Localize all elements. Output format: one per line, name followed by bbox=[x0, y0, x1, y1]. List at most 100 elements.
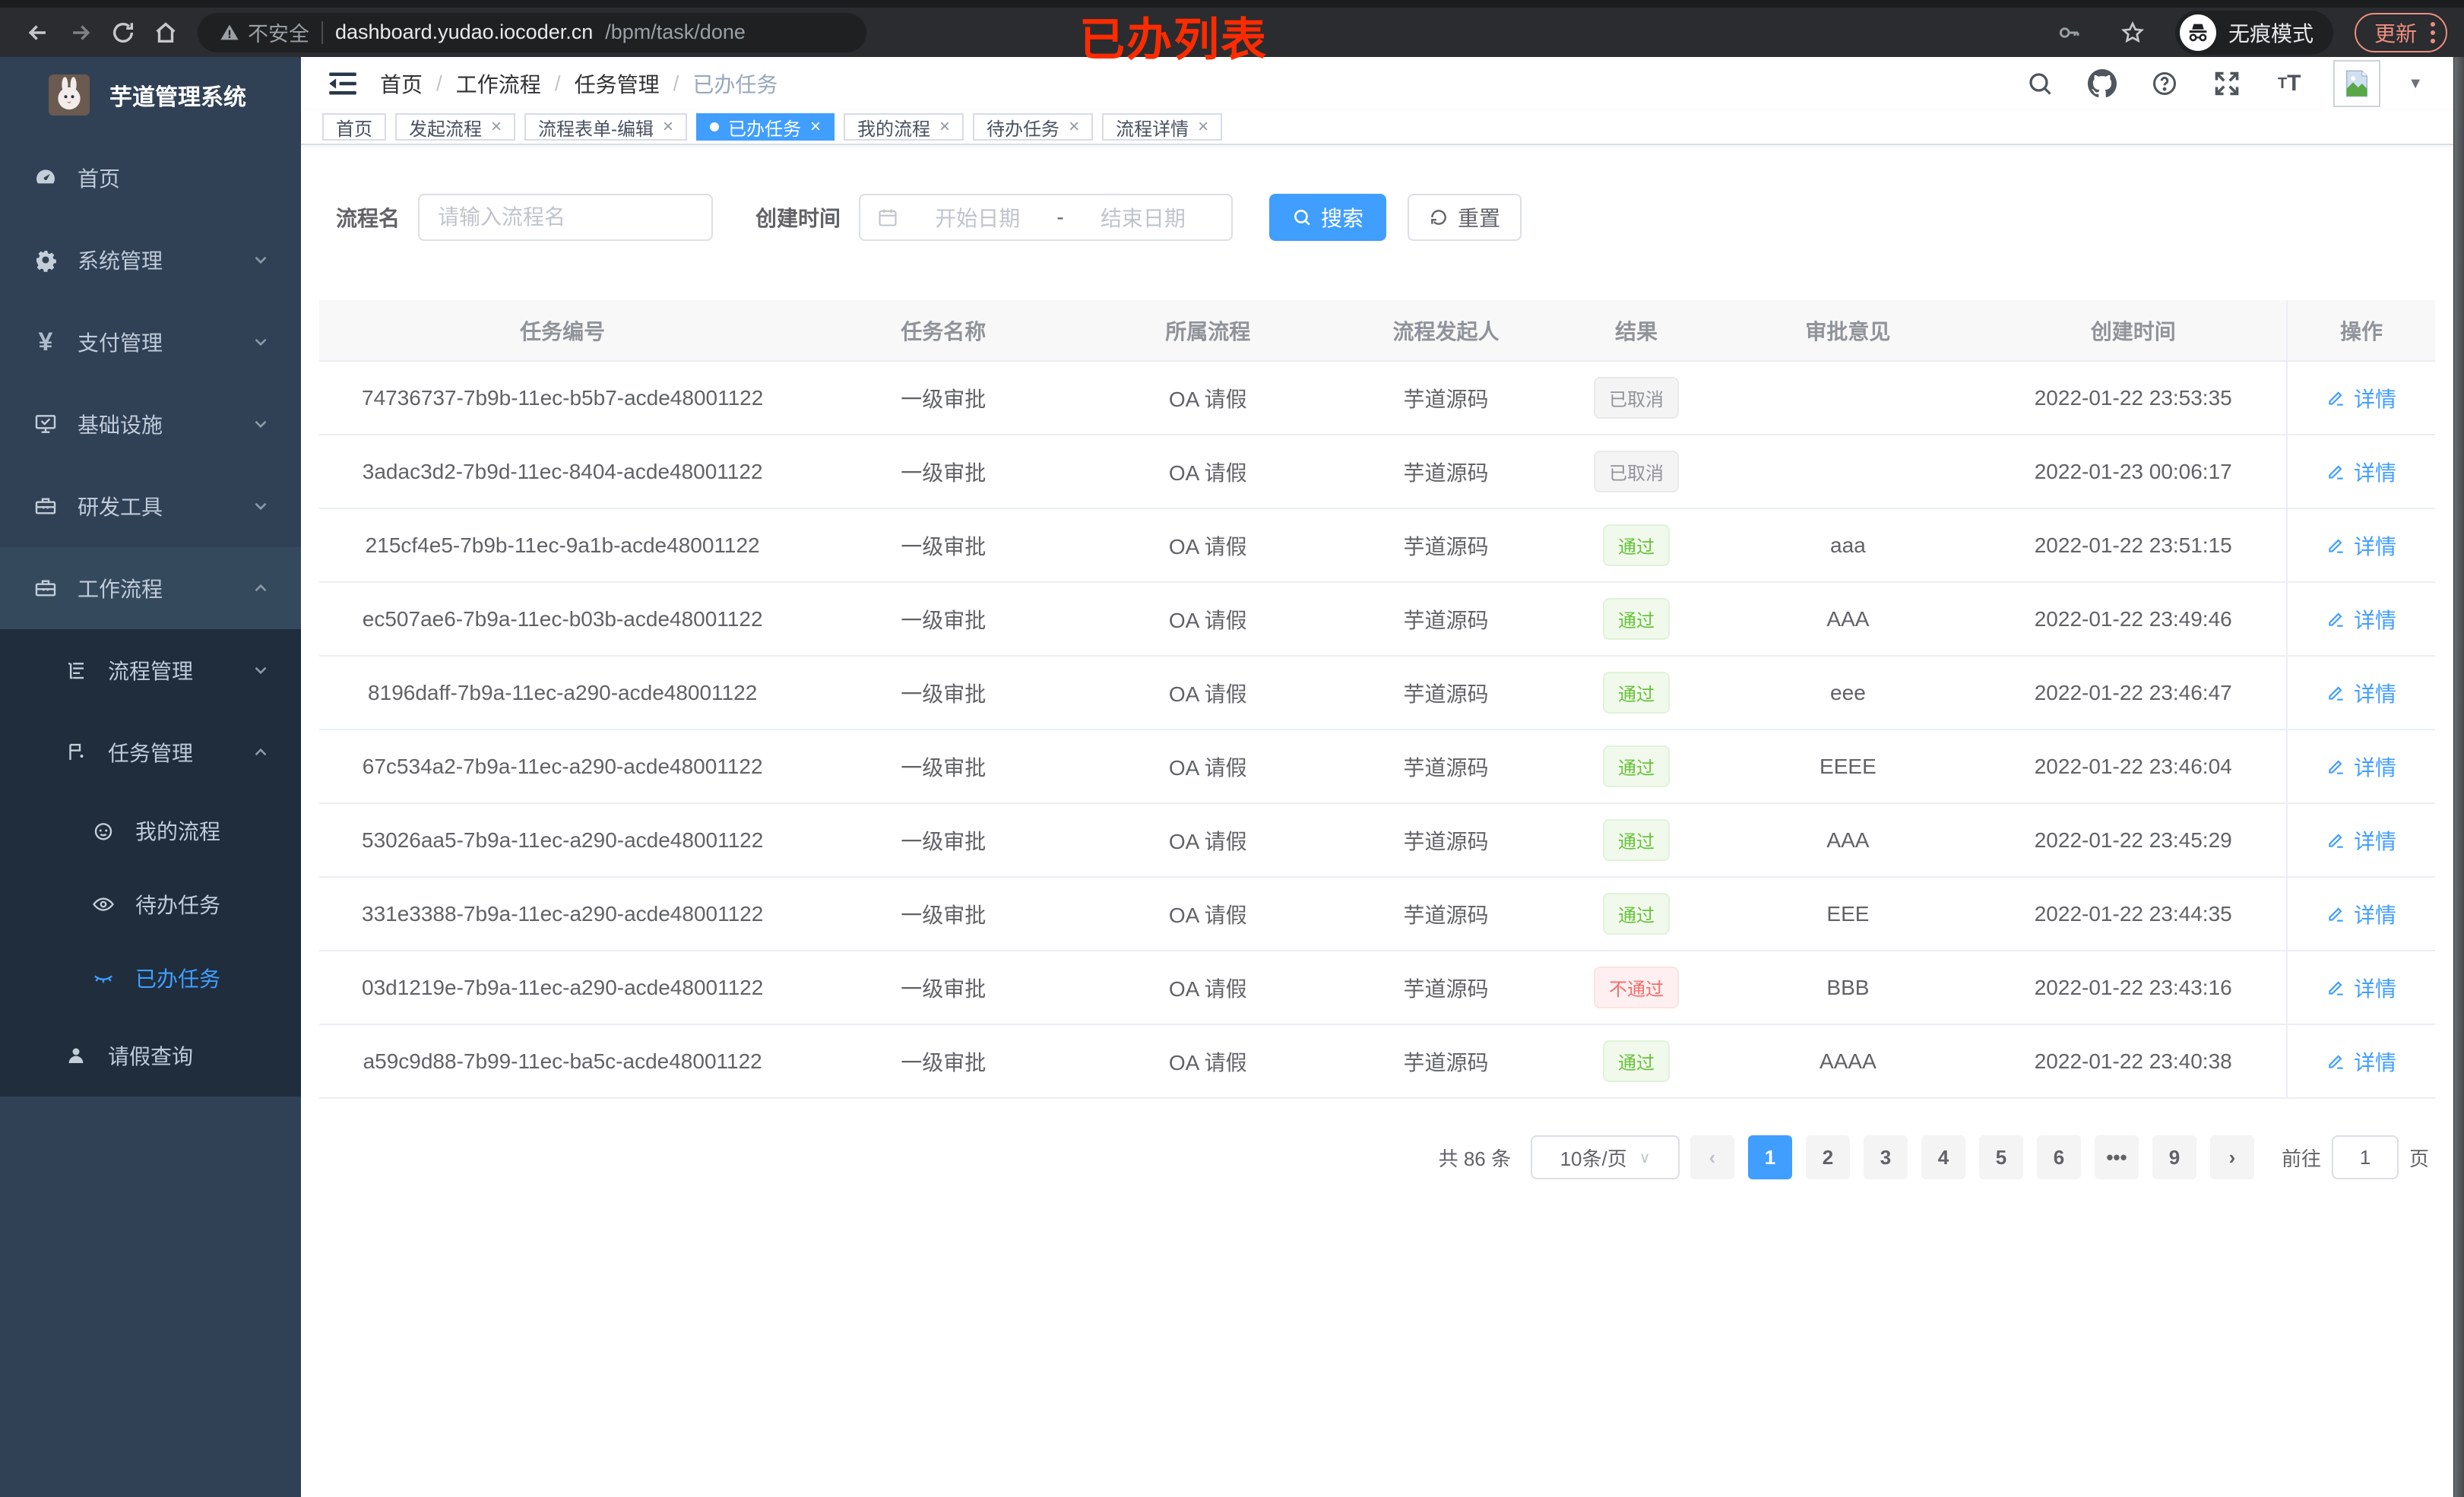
task-opinion bbox=[1715, 361, 1981, 435]
search-icon[interactable] bbox=[2022, 65, 2058, 102]
avatar[interactable] bbox=[2333, 60, 2381, 107]
process-name-input[interactable] bbox=[418, 194, 714, 241]
breadcrumb-workflow[interactable]: 工作流程 bbox=[455, 73, 541, 97]
page-ellipsis-button[interactable]: ••• bbox=[2094, 1135, 2139, 1179]
sidebar-item-system[interactable]: 系统管理 bbox=[0, 219, 301, 301]
task-flow: OA 请假 bbox=[1081, 730, 1335, 804]
detail-link[interactable]: 详情 bbox=[2326, 457, 2396, 487]
task-id: 3adac3d2-7b9d-11ec-8404-acde48001122 bbox=[319, 435, 806, 509]
task-starter: 芋道源码 bbox=[1335, 877, 1557, 951]
close-icon[interactable]: × bbox=[491, 116, 502, 137]
tab-my-process[interactable]: 我的流程 × bbox=[844, 113, 964, 141]
insecure-label: 不安全 bbox=[248, 23, 309, 46]
sidebar-item-workflow[interactable]: 工作流程 bbox=[0, 547, 301, 629]
sidebar-item-leave-query[interactable]: 请假查询 bbox=[0, 1014, 301, 1097]
sidebar-fold-icon[interactable] bbox=[322, 63, 363, 104]
help-icon[interactable] bbox=[2146, 65, 2183, 102]
page-button[interactable]: 5 bbox=[1978, 1135, 2023, 1179]
prev-page-button[interactable]: ‹ bbox=[1690, 1135, 1734, 1179]
sidebar-item-label: 流程管理 bbox=[108, 660, 194, 683]
sidebar-item-todo-task[interactable]: 待办任务 bbox=[0, 867, 301, 941]
sidebar-item-home[interactable]: 首页 bbox=[0, 137, 301, 219]
page-button[interactable]: 4 bbox=[1921, 1135, 1965, 1179]
next-page-button[interactable]: › bbox=[2209, 1135, 2254, 1179]
detail-link[interactable]: 详情 bbox=[2326, 678, 2396, 708]
browser-home-icon[interactable] bbox=[144, 11, 187, 54]
sidebar-item-dev[interactable]: 研发工具 bbox=[0, 465, 301, 547]
page-scrollbar[interactable] bbox=[2453, 57, 2464, 1497]
sidebar-menu: 首页 系统管理 ¥ 支付管理 基础设施 bbox=[0, 133, 301, 1097]
close-icon[interactable]: × bbox=[939, 116, 951, 137]
sidebar-item-task-mgmt[interactable]: 任务管理 bbox=[0, 711, 301, 793]
browser-forward-icon[interactable] bbox=[59, 11, 102, 54]
task-name: 一级审批 bbox=[806, 582, 1082, 657]
browser-reload-icon[interactable] bbox=[102, 11, 144, 54]
bookmark-star-icon[interactable] bbox=[2111, 11, 2154, 54]
result-badge: 已取消 bbox=[1594, 451, 1679, 492]
detail-link[interactable]: 详情 bbox=[2326, 825, 2396, 856]
insecure-warning[interactable]: 不安全 bbox=[219, 17, 309, 47]
tab-todo-task[interactable]: 待办任务 × bbox=[973, 113, 1094, 141]
result-badge: 不通过 bbox=[1594, 967, 1679, 1008]
detail-link[interactable]: 详情 bbox=[2326, 973, 2396, 1003]
browser-chrome: 不安全 dashboard.yudao.iocoder.cn/bpm/task/… bbox=[0, 0, 2464, 57]
edit-pen-icon bbox=[2329, 759, 2343, 774]
fullscreen-icon[interactable] bbox=[2209, 65, 2245, 102]
sidebar-item-pay[interactable]: ¥ 支付管理 bbox=[0, 301, 301, 383]
sidebar-item-process-mgmt[interactable]: 流程管理 bbox=[0, 629, 301, 711]
task-starter: 芋道源码 bbox=[1335, 803, 1557, 878]
page-button[interactable]: 2 bbox=[1805, 1135, 1850, 1179]
app-logo[interactable]: 芋道管理系统 bbox=[0, 57, 301, 133]
page-button[interactable]: 9 bbox=[2152, 1135, 2196, 1179]
reset-button[interactable]: 重置 bbox=[1408, 194, 1522, 241]
goto-prefix: 前往 bbox=[2281, 1147, 2321, 1170]
task-created: 2022-01-22 23:53:35 bbox=[1980, 361, 2288, 435]
browser-update-button[interactable]: 更新 bbox=[2354, 12, 2447, 52]
task-id: 53026aa5-7b9a-11ec-a290-acde48001122 bbox=[319, 803, 806, 878]
github-icon[interactable] bbox=[2084, 65, 2120, 102]
task-created: 2022-01-22 23:45:29 bbox=[1980, 803, 2288, 878]
edit-pen-icon bbox=[2329, 685, 2343, 701]
breadcrumb-task-mgmt[interactable]: 任务管理 bbox=[574, 73, 660, 97]
search-button[interactable]: 搜索 bbox=[1269, 194, 1387, 241]
tab-start-process[interactable]: 发起流程 × bbox=[395, 113, 516, 141]
edit-pen-icon bbox=[2329, 833, 2343, 848]
detail-link[interactable]: 详情 bbox=[2326, 752, 2396, 782]
page-button[interactable]: 3 bbox=[1863, 1135, 1908, 1179]
browser-menu-icon[interactable] bbox=[2431, 21, 2435, 43]
sidebar-item-my-process[interactable]: 我的流程 bbox=[0, 793, 301, 867]
sidebar-item-infra[interactable]: 基础设施 bbox=[0, 383, 301, 465]
col-starter: 流程发起人 bbox=[1335, 300, 1557, 362]
address-bar[interactable]: 不安全 dashboard.yudao.iocoder.cn/bpm/task/… bbox=[198, 12, 866, 52]
avatar-caret-icon[interactable]: ▼ bbox=[2408, 74, 2423, 92]
breadcrumb-separator: / bbox=[436, 71, 442, 95]
search-icon bbox=[1294, 210, 1310, 226]
face-icon bbox=[88, 819, 119, 842]
detail-link[interactable]: 详情 bbox=[2326, 1046, 2396, 1077]
page-size-select[interactable]: 10条/页 ∨ bbox=[1530, 1135, 1680, 1179]
sidebar-item-label: 已办任务 bbox=[135, 967, 221, 991]
detail-link[interactable]: 详情 bbox=[2326, 899, 2396, 929]
yen-icon: ¥ bbox=[38, 327, 53, 356]
tab-process-detail[interactable]: 流程详情 × bbox=[1102, 113, 1223, 141]
key-icon[interactable] bbox=[2048, 11, 2090, 54]
tab-home[interactable]: 首页 bbox=[322, 113, 386, 141]
detail-link[interactable]: 详情 bbox=[2326, 604, 2396, 635]
page-button[interactable]: 6 bbox=[2036, 1135, 2081, 1179]
goto-page-input[interactable] bbox=[2331, 1135, 2399, 1179]
detail-link[interactable]: 详情 bbox=[2326, 383, 2396, 413]
sidebar-item-done-task[interactable]: 已办任务 bbox=[0, 941, 301, 1014]
close-icon[interactable]: × bbox=[810, 116, 822, 137]
close-icon[interactable]: × bbox=[663, 116, 674, 137]
detail-link[interactable]: 详情 bbox=[2326, 530, 2396, 561]
page-button[interactable]: 1 bbox=[1747, 1135, 1792, 1179]
tab-process-form-edit[interactable]: 流程表单-编辑 × bbox=[524, 113, 688, 141]
tab-done-task[interactable]: 已办任务 × bbox=[696, 113, 835, 141]
browser-back-icon[interactable] bbox=[17, 11, 59, 54]
close-icon[interactable]: × bbox=[1069, 116, 1080, 137]
date-range-picker[interactable]: 开始日期 - 结束日期 bbox=[859, 194, 1234, 241]
close-icon[interactable]: × bbox=[1198, 116, 1209, 137]
breadcrumb-home[interactable]: 首页 bbox=[380, 73, 423, 97]
col-action: 操作 bbox=[2286, 300, 2435, 362]
